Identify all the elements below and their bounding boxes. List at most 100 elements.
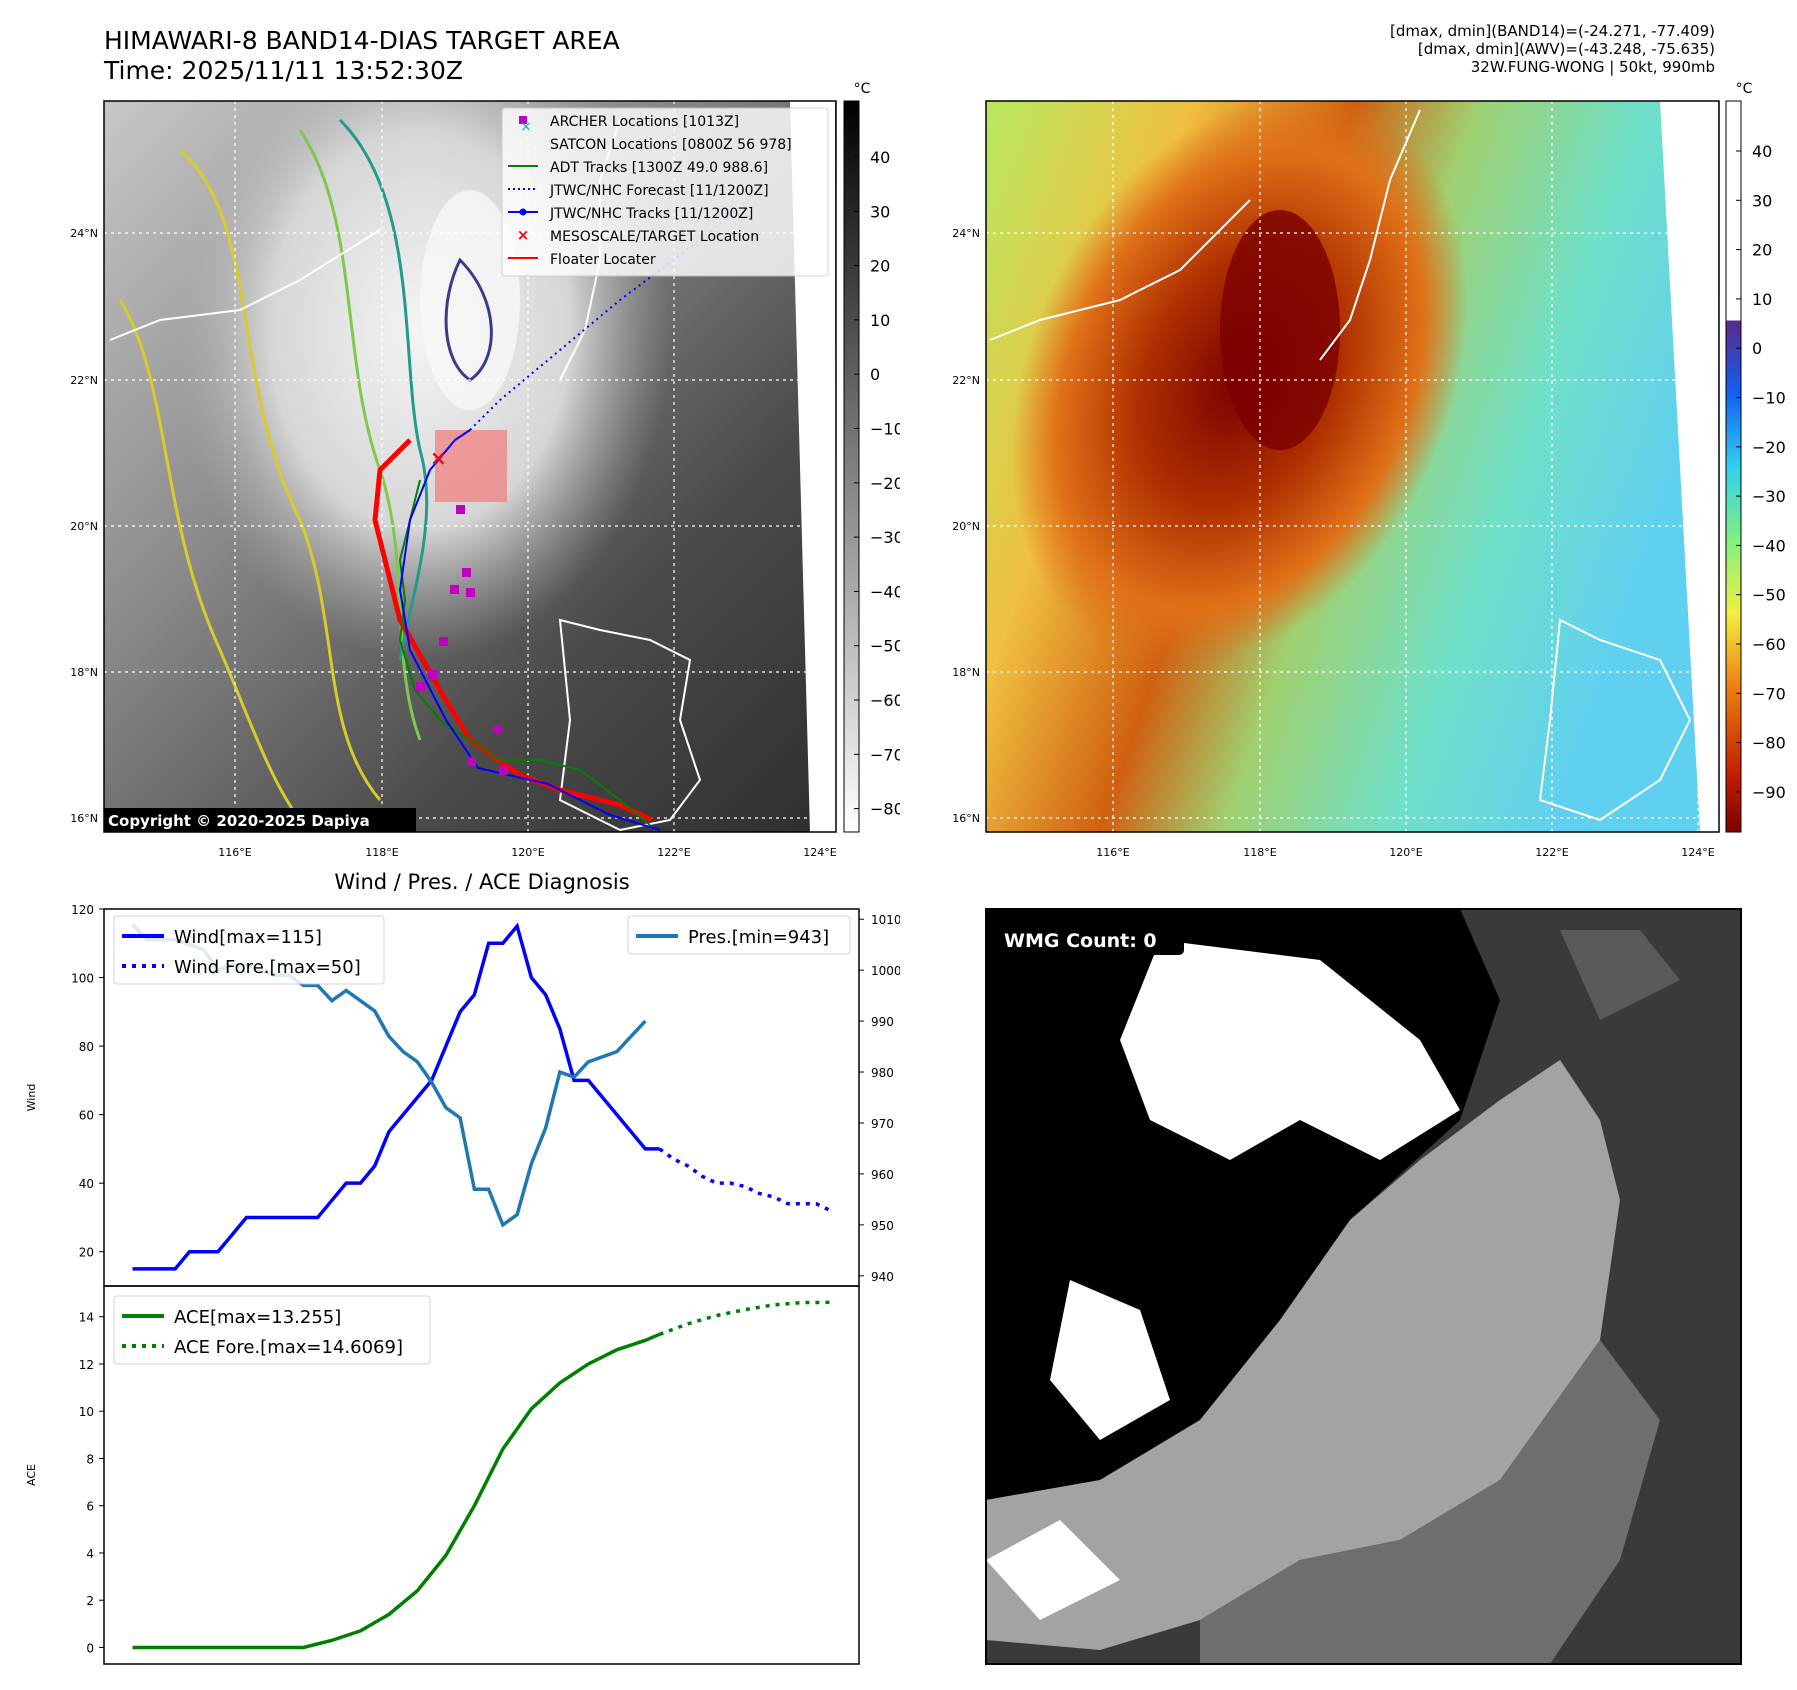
- ir-colorbar-tick-label: 10: [870, 311, 890, 330]
- awv-coastline-china: [989, 199, 1251, 341]
- contour-teal: [338, 118, 429, 661]
- no-data-edge: [790, 101, 836, 832]
- wmg-label-box: [996, 925, 1184, 955]
- target-location-marker: ×: [430, 446, 447, 470]
- ir-colorbar-tick-label: 20: [870, 257, 890, 276]
- wmg-count-label: WMG Count: 0: [1004, 930, 1157, 952]
- coastline-luzon: [558, 618, 702, 832]
- ir-lat-labels: 24°N 22°N 20°N 18°N 16°N: [70, 227, 98, 825]
- ir-colorbar-tick-label: 30: [870, 202, 890, 221]
- ir-legend: × × ARCHER Locations [1013Z] SATCON Loca…: [501, 107, 829, 277]
- lon-label: 118°E: [365, 846, 398, 859]
- wind-chart-y2tick-label: 950: [871, 1219, 894, 1233]
- wind-chart-legend-label: Wind[max=115]: [174, 927, 322, 948]
- ace-chart-ytick-label: 4: [86, 1547, 94, 1561]
- awv-lon-labels: 116°E 118°E 120°E 122°E 124°E: [1096, 846, 1714, 859]
- wind-chart-series-1: [658, 1147, 832, 1213]
- wind-pressure-chart: 20 40 60 80 100 120 Wind 940 950 960 970 980 990 1000…: [25, 903, 900, 1287]
- title-line-2: Time: 2025/11/11 13:52:30Z: [104, 56, 463, 85]
- wind-chart-ytick-label: 20: [79, 1246, 94, 1260]
- mesoscale-box: [435, 430, 507, 502]
- awv-colorbar-ticks: 40 30 20 10 0 −10 −20 −30 −40 −50 −60 −70 −80 −90: [1736, 142, 1786, 802]
- ir-frame: [103, 100, 837, 833]
- lon-label: 120°E: [1389, 846, 1422, 859]
- ir-map-panel: × 24°N 22°N 20°N 18°N 16°N 116°E 118°E 1…: [70, 81, 900, 859]
- ir-colorbar-tick-label: 40: [870, 148, 890, 167]
- wind-chart-ytick-label: 100: [71, 972, 94, 986]
- diagnosis-title: Wind / Pres. / ACE Diagnosis: [334, 870, 629, 894]
- wind-chart-legend-label: Pres.[min=943]: [688, 927, 829, 948]
- ace-chart-frame: [103, 1285, 860, 1665]
- lon-label: 122°E: [657, 846, 690, 859]
- ir-colorbar-ticks: 40 30 20 10 0 −10 −20 −30 −40 −50 −60 −70 −80: [854, 148, 900, 819]
- copyright-box: [104, 808, 416, 832]
- awv-colorbar-tick-label: −20: [1752, 438, 1786, 457]
- legend-label-target: MESOSCALE/TARGET Location: [550, 229, 759, 245]
- wind-chart-y2tick-label: 990: [871, 1015, 894, 1029]
- lat-label: 24°N: [952, 227, 980, 240]
- ir-colorbar-tick-label: −20: [870, 474, 900, 493]
- lat-label: 20°N: [70, 520, 98, 533]
- archer-legend-icon: [519, 116, 527, 124]
- wind-chart-ytick-label: 60: [79, 1109, 94, 1123]
- jtwc-track: [398, 429, 661, 831]
- ace-chart-ylabel: ACE: [25, 1464, 38, 1486]
- wind-chart-ytick-label: 40: [79, 1177, 94, 1191]
- awv-no-data-edge: [1660, 101, 1719, 832]
- lat-label: 16°N: [952, 812, 980, 825]
- awv-colorbar-tick-label: −70: [1752, 684, 1786, 703]
- wmg-frame: [985, 908, 1742, 1665]
- ace-chart-ytick-label: 12: [79, 1358, 94, 1372]
- wind-chart-ytick-label: 80: [79, 1040, 94, 1054]
- ace-chart-ytick-label: 8: [86, 1452, 94, 1466]
- ace-chart-ytick-label: 0: [86, 1641, 94, 1655]
- ir-colorbar-tick-label: −50: [870, 637, 900, 656]
- lat-label: 18°N: [70, 666, 98, 679]
- wind-chart-y2tick-label: 970: [871, 1117, 894, 1131]
- archer-markers: [416, 505, 508, 775]
- awv-colorbar-tick-label: 0: [1752, 339, 1762, 358]
- ace-chart-legend-box: [113, 1295, 431, 1365]
- legend-label-forecast: JTWC/NHC Forecast [11/1200Z]: [549, 183, 769, 199]
- ir-colorbar-tick-label: −10: [870, 420, 900, 439]
- ace-chart-ytick-label: 10: [79, 1405, 94, 1419]
- awv-gridlines: [986, 101, 1719, 832]
- wind-chart-y2tick-label: 1000: [871, 964, 900, 978]
- ir-colorbar-unit: °C: [854, 81, 871, 97]
- adt-track: [398, 479, 651, 826]
- wind-chart-y2tick-label: 960: [871, 1168, 894, 1182]
- ace-chart-series-1: [658, 1300, 831, 1336]
- awv-colorbar-tick-label: −90: [1752, 783, 1786, 802]
- awv-coastline-luzon: [1538, 618, 1692, 822]
- info-line-1: [dmax, dmin](BAND14)=(-24.271, -77.409): [1390, 22, 1715, 40]
- awv-colorbar: [1725, 100, 1742, 833]
- wmg-imagery: [986, 909, 1741, 1664]
- storm-info: [dmax, dmin](BAND14)=(-24.271, -77.409) …: [1390, 22, 1715, 76]
- ace-chart-legend-label: ACE[max=13.255]: [174, 1307, 341, 1328]
- awv-colorbar-tick-label: −40: [1752, 536, 1786, 555]
- legend-label-adt: ADT Tracks [1300Z 49.0 988.6]: [550, 160, 768, 176]
- ir-colorbar-tick-label: −70: [870, 745, 900, 764]
- diagnosis-panel: Wind / Pres. / ACE Diagnosis 20406080100…: [25, 870, 900, 1665]
- awv-colorbar-tick-label: 30: [1752, 191, 1772, 210]
- awv-frame: [985, 100, 1720, 833]
- ir-colorbar-tick-label: −30: [870, 528, 900, 547]
- lon-label: 124°E: [1681, 846, 1714, 859]
- copyright-text: Copyright © 2020-2025 Dapiya: [108, 812, 370, 830]
- wind-chart-y2tick-label: 1010: [871, 913, 900, 927]
- wind-chart-ytick-label: 120: [71, 903, 94, 917]
- lon-label: 120°E: [511, 846, 544, 859]
- coastline-china: [109, 229, 381, 341]
- wind-chart-y2tick-label: 980: [871, 1066, 894, 1080]
- lat-label: 22°N: [952, 374, 980, 387]
- awv-colorbar-tick-label: 20: [1752, 241, 1772, 260]
- wind-chart-legend-box: [627, 915, 851, 955]
- ace-chart-ytick-label: 6: [86, 1500, 94, 1514]
- info-line-3: 32W.FUNG-WONG | 50kt, 990mb: [1470, 58, 1715, 76]
- ir-colorbar-tick-label: −80: [870, 800, 900, 819]
- awv-lat-labels: 24°N 22°N 20°N 18°N 16°N: [952, 227, 980, 825]
- wind-chart-y2tick-label: 940: [871, 1270, 894, 1284]
- lon-label: 122°E: [1535, 846, 1568, 859]
- figure-title: HIMAWARI-8 BAND14-DIAS TARGET AREA Time:…: [104, 26, 620, 86]
- lon-label: 116°E: [1096, 846, 1129, 859]
